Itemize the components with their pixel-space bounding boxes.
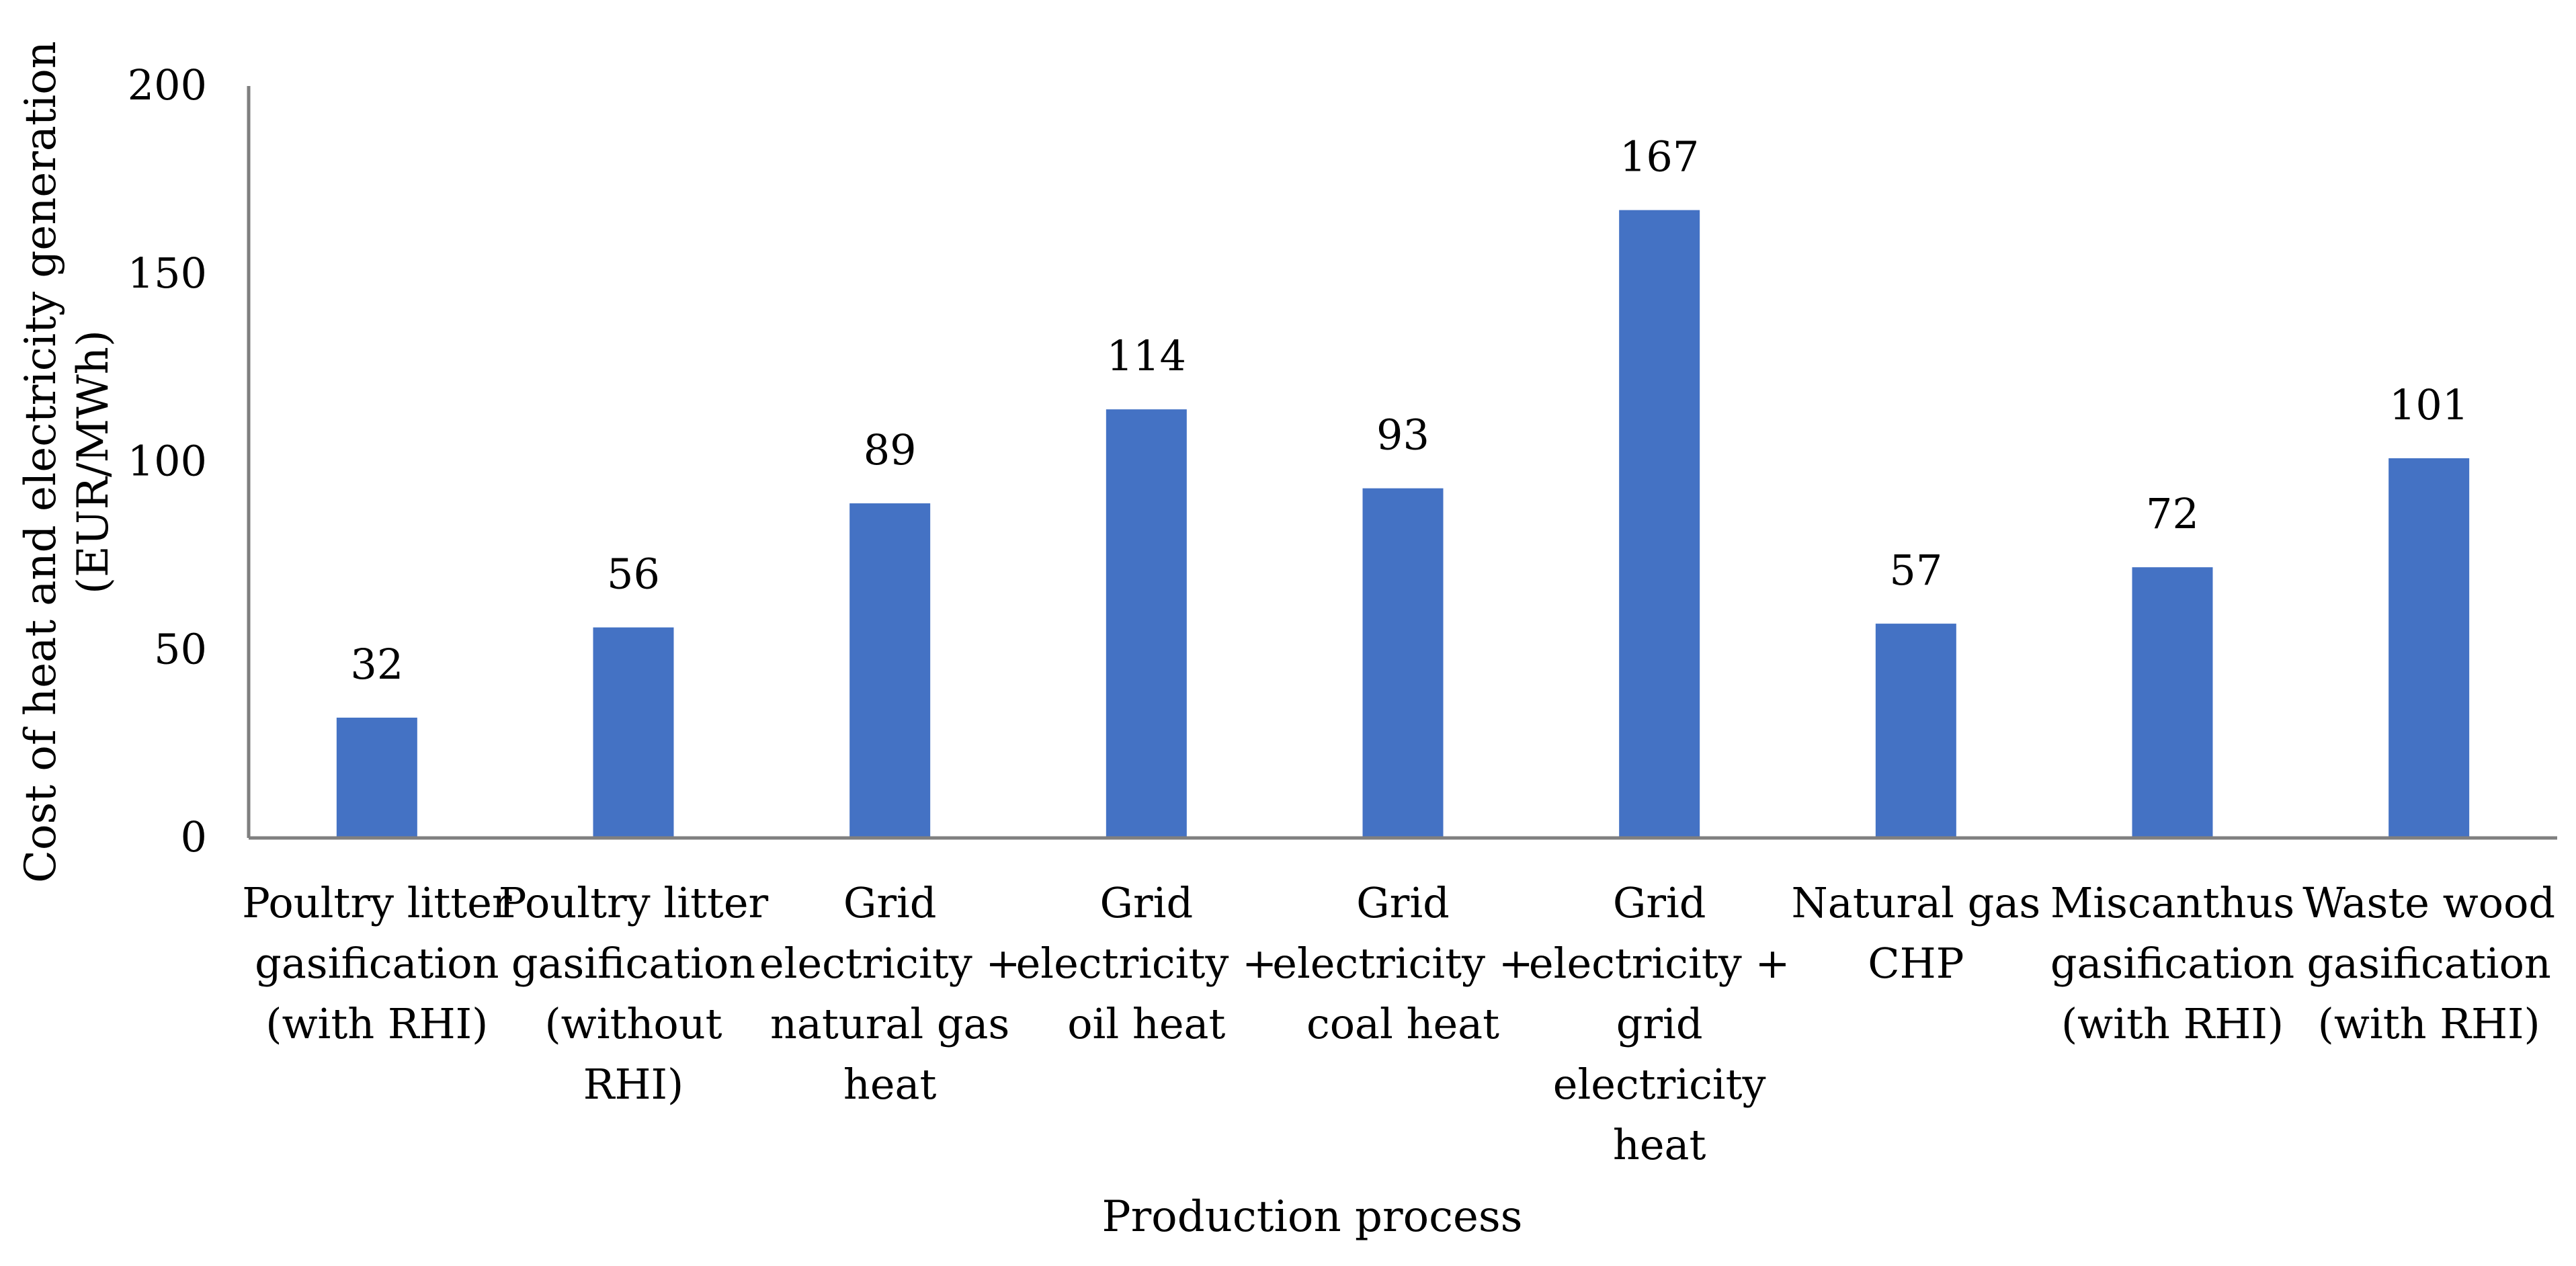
- bar: [2388, 458, 2470, 838]
- x-category-label-line: CHP: [1868, 939, 1964, 988]
- data-label: 57: [1889, 546, 1942, 595]
- y-axis-title-text: Cost of heat and electricity generation(…: [16, 41, 118, 883]
- x-category-label-line: Grid: [1099, 878, 1193, 927]
- y-axis-ticks: 0 50 100 150 200: [128, 60, 207, 861]
- x-category-label-line: Grid: [1356, 878, 1450, 927]
- x-category-label: Grid electricity + grid electricity heat: [1529, 878, 1790, 1169]
- y-tick-label: 100: [128, 437, 207, 486]
- x-category-label-line: Miscanthus: [2050, 878, 2294, 927]
- x-category-label-line: Grid: [843, 878, 937, 927]
- x-category-label-line: gasification: [2307, 939, 2550, 988]
- x-category-label: Miscanthus gasification (with RHI): [2050, 878, 2294, 1048]
- x-category-label-line: grid: [1616, 999, 1703, 1048]
- data-label: 114: [1107, 331, 1186, 380]
- x-category-label-line: (without: [544, 999, 722, 1048]
- x-category-label-line: Natural gas: [1791, 878, 2040, 927]
- x-category-label-line: coal heat: [1306, 999, 1499, 1048]
- y-tick-label: 200: [128, 60, 207, 110]
- x-category-label-line: heat: [843, 1060, 937, 1109]
- data-label: 56: [607, 550, 660, 599]
- x-category-label-line: Grid: [1613, 878, 1706, 927]
- bar: [2132, 567, 2213, 838]
- x-category-label-line: gasification: [255, 939, 499, 988]
- x-category-label-line: Poultry litter: [242, 878, 512, 927]
- bar: [336, 717, 417, 838]
- data-label: 93: [1376, 411, 1429, 460]
- x-category-label-line: oil heat: [1067, 999, 1225, 1048]
- y-axis-title: Cost of heat and electricity generation(…: [16, 41, 118, 883]
- data-label: 32: [350, 640, 403, 689]
- x-category-label: Grid electricity + coal heat: [1272, 878, 1533, 1048]
- x-axis-title: Production process: [1102, 1192, 1523, 1242]
- bar: [1362, 488, 1444, 838]
- x-category-label-line: electricity +: [759, 939, 1020, 988]
- y-tick-label: 0: [181, 812, 207, 861]
- x-axis-category-labels: Poultry litter gasification (with RHI)Poul…: [242, 878, 2555, 1169]
- y-tick-label: 50: [154, 624, 207, 673]
- x-category-label-line: (with RHI): [265, 999, 488, 1048]
- y-axis-title-line: Cost of heat and electricity generation: [16, 41, 66, 883]
- data-label: 72: [2146, 489, 2199, 538]
- data-labels: 32 56 89 114 93 167 57 72 101: [350, 132, 2468, 689]
- x-category-label-line: gasification: [2050, 939, 2294, 988]
- x-category-label-line: electricity +: [1529, 939, 1790, 988]
- bar: [593, 627, 674, 838]
- x-category-label: Waste wood gasification (with RHI): [2302, 878, 2555, 1048]
- x-category-label-line: Poultry litter: [499, 878, 769, 927]
- data-label: 101: [2389, 380, 2468, 429]
- x-category-label-line: natural gas: [770, 999, 1009, 1048]
- x-category-label-line: electricity +: [1272, 939, 1533, 988]
- y-tick-label: 150: [128, 249, 207, 298]
- bars: [336, 210, 2470, 838]
- x-category-label-line: heat: [1613, 1120, 1706, 1169]
- x-category-label-line: RHI): [583, 1060, 683, 1109]
- x-category-label: Natural gas CHP: [1791, 878, 2040, 988]
- bar: [1106, 409, 1187, 838]
- x-category-label: Poultry litter gasification (without RHI): [499, 878, 769, 1109]
- x-category-label-line: (with RHI): [2061, 999, 2284, 1048]
- x-category-label: Grid electricity + oil heat: [1016, 878, 1277, 1048]
- x-category-label: Poultry litter gasification (with RHI): [242, 878, 512, 1048]
- bar: [1619, 210, 1700, 838]
- x-category-label-line: gasification: [511, 939, 755, 988]
- x-category-label-line: electricity: [1553, 1060, 1766, 1109]
- x-category-label-line: electricity +: [1016, 939, 1277, 988]
- data-label: 167: [1620, 132, 1699, 181]
- y-axis-title-line: (EUR/MWh): [69, 330, 118, 594]
- data-label: 89: [864, 425, 917, 474]
- x-category-label-line: (with RHI): [2318, 999, 2540, 1048]
- x-category-label-line: Waste wood: [2302, 878, 2555, 927]
- bar: [849, 503, 931, 838]
- x-category-label: Grid electricity + natural gas heat: [759, 878, 1020, 1109]
- bar: [1875, 624, 1956, 838]
